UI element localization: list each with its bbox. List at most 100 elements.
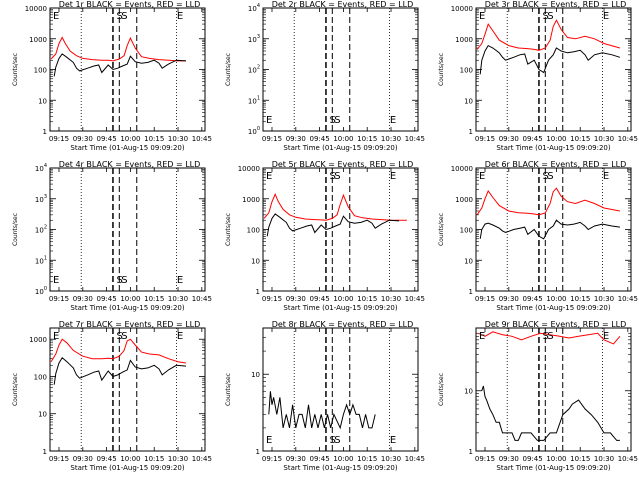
marker-label-s: S [117, 275, 123, 286]
x-axis-label: Start Time (01-Aug-15 09:09:20) [496, 304, 610, 312]
x-tick-label: 09:30 [499, 455, 519, 463]
y-tick-label: 10000 [238, 165, 260, 173]
x-tick-label: 09:15 [262, 455, 282, 463]
y-tick-label: 100 [248, 126, 260, 136]
plot-frame [475, 327, 632, 452]
marker-label-e: E [266, 115, 272, 126]
y-axis-label: Counts/sec [12, 53, 19, 86]
y-tick-label: 100 [460, 67, 473, 75]
x-tick-label: 09:30 [73, 135, 93, 143]
y-tick-label: 10 [38, 411, 47, 419]
x-tick-label: 10:15 [570, 135, 590, 143]
x-tick-label: 10:45 [405, 295, 425, 303]
x-tick-label: 10:45 [618, 295, 638, 303]
y-axis-label: Counts/sec [12, 373, 19, 406]
x-tick-label: 09:45 [523, 455, 543, 463]
x-tick-label: 10:00 [120, 455, 140, 463]
x-tick-label: 10:30 [381, 135, 401, 143]
series-lld [263, 193, 407, 221]
y-axis-label: Counts/sec [225, 373, 232, 406]
marker-label-s: S [334, 435, 340, 446]
x-tick-label: 10:45 [618, 455, 638, 463]
y-tick-label: 1000 [455, 36, 473, 44]
x-tick-label: 10:30 [381, 295, 401, 303]
x-tick-label: 09:45 [310, 295, 330, 303]
y-tick-label: 10000 [451, 165, 473, 173]
x-tick-label: 10:00 [546, 455, 566, 463]
x-tick-label: 10:30 [594, 295, 614, 303]
y-tick-label: 100 [35, 286, 47, 296]
plot-frame [262, 327, 419, 452]
y-tick-label: 1000 [242, 196, 260, 204]
y-tick-label: 100 [34, 67, 47, 75]
series-lld [476, 187, 620, 216]
y-tick-label: 102 [35, 225, 47, 235]
marker-label-e: E [177, 275, 183, 286]
marker-label-s: S [117, 11, 123, 22]
panel-det-1: Det 1r BLACK = Events, RED = LLD Counts/s… [12, 0, 212, 152]
marker-label-e: E [390, 171, 396, 182]
marker-label-e: E [603, 331, 609, 342]
x-tick-label: 10:45 [405, 455, 425, 463]
x-axis-label: Start Time (01-Aug-15 09:09:20) [283, 304, 397, 312]
series-lld [478, 331, 621, 345]
marker-label-e: E [266, 171, 272, 182]
x-tick-label: 10:30 [168, 135, 188, 143]
x-tick-label: 10:00 [333, 135, 353, 143]
x-tick-label: 10:45 [192, 295, 212, 303]
x-tick-label: 09:30 [286, 295, 306, 303]
plot-frame [262, 167, 419, 292]
marker-label-s: S [330, 435, 336, 446]
x-tick-label: 09:15 [475, 295, 495, 303]
x-tick-label: 09:15 [475, 455, 495, 463]
x-tick-label: 10:00 [333, 455, 353, 463]
series-events [479, 44, 621, 75]
panel-title: Det 8r BLACK = Events, RED = LLD [272, 320, 414, 329]
x-tick-label: 10:45 [192, 135, 212, 143]
x-axis-label: Start Time (01-Aug-15 09:09:20) [496, 464, 610, 472]
x-tick-label: 09:15 [262, 135, 282, 143]
marker-label-e: E [603, 171, 609, 182]
marker-label-s: S [547, 11, 553, 22]
marker-label-e: E [603, 11, 609, 22]
x-tick-label: 09:45 [97, 135, 117, 143]
x-tick-label: 10:15 [144, 135, 164, 143]
x-tick-label: 10:30 [168, 455, 188, 463]
marker-label-e: E [177, 331, 183, 342]
y-tick-label: 1 [256, 448, 260, 456]
plot-frame [49, 167, 206, 292]
y-tick-label: 10 [464, 257, 473, 265]
y-tick-label: 1 [469, 288, 473, 296]
marker-label-e: E [479, 331, 485, 342]
panel-title: Det 7r BLACK = Events, RED = LLD [59, 320, 201, 329]
series-events [479, 219, 620, 240]
x-tick-label: 10:00 [333, 295, 353, 303]
y-tick-label: 1 [43, 128, 47, 136]
y-tick-label: 104 [35, 163, 47, 173]
x-tick-label: 09:45 [523, 135, 543, 143]
y-tick-label: 103 [248, 34, 260, 44]
x-tick-label: 09:45 [97, 455, 117, 463]
panel-title: Det 4r BLACK = Events, RED = LLD [59, 160, 201, 169]
x-tick-label: 09:45 [310, 135, 330, 143]
y-tick-label: 100 [247, 227, 260, 235]
marker-label-e: E [390, 115, 396, 126]
y-axis-label: Counts/sec [438, 213, 445, 246]
panel-det-3: Det 3r BLACK = Events, RED = LLD Counts/s… [438, 0, 638, 152]
x-tick-label: 10:15 [570, 455, 590, 463]
x-tick-label: 10:15 [357, 455, 377, 463]
y-axis-label: Counts/sec [225, 53, 232, 86]
marker-label-e: E [479, 171, 485, 182]
panel-title: Det 9r BLACK = Events, RED = LLD [485, 320, 627, 329]
x-tick-label: 10:00 [546, 135, 566, 143]
x-axis-label: Start Time (01-Aug-15 09:09:20) [70, 144, 184, 152]
panel-title: Det 6r BLACK = Events, RED = LLD [485, 160, 627, 169]
marker-label-e: E [53, 275, 59, 286]
marker-label-e: E [479, 11, 485, 22]
y-tick-label: 10000 [25, 5, 47, 13]
x-tick-label: 10:45 [192, 455, 212, 463]
plot-frame [475, 167, 632, 292]
marker-label-s: S [121, 11, 127, 22]
series-events [53, 356, 187, 385]
